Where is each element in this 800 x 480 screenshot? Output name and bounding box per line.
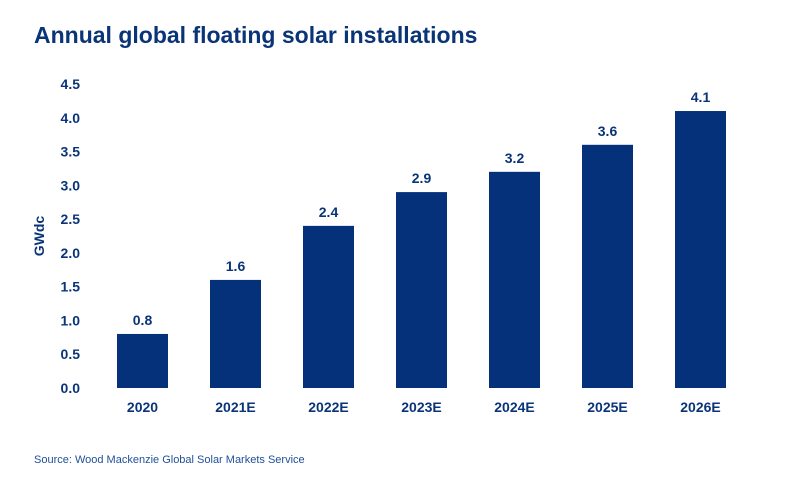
chart-title: Annual global floating solar installatio… [34, 22, 478, 48]
y-tick-label: 4.5 [61, 76, 81, 92]
x-tick-label: 2026E [680, 399, 720, 415]
x-tick-label: 2022E [308, 399, 348, 415]
source-note: Source: Wood Mackenzie Global Solar Mark… [34, 454, 305, 466]
data-label: 3.2 [505, 150, 525, 166]
y-tick-label: 3.5 [61, 144, 81, 160]
data-label: 1.6 [226, 258, 246, 274]
bar [117, 333, 168, 388]
bar [582, 144, 633, 388]
y-tick-label: 2.0 [61, 245, 81, 261]
bar [675, 111, 726, 389]
x-tick-label: 2021E [215, 399, 255, 415]
bar [303, 225, 354, 388]
data-label: 2.4 [319, 204, 339, 220]
x-tick-label: 2025E [587, 399, 627, 415]
y-tick-label: 1.5 [61, 279, 81, 295]
bar [210, 279, 261, 388]
bar [396, 192, 447, 388]
x-tick-label: 2020 [127, 399, 158, 415]
y-tick-label: 0.5 [61, 346, 81, 362]
y-tick-label: 1.0 [61, 312, 81, 328]
x-tick-label: 2023E [401, 399, 441, 415]
y-tick-label: 0.0 [61, 380, 81, 396]
bar [489, 171, 540, 388]
x-tick-label: 2024E [494, 399, 534, 415]
data-label: 3.6 [598, 123, 618, 139]
y-tick-label: 3.0 [61, 177, 81, 193]
y-tick-label: 4.0 [61, 110, 81, 126]
data-label: 0.8 [133, 312, 153, 328]
y-tick-label: 2.5 [61, 211, 81, 227]
data-label: 2.9 [412, 170, 432, 186]
y-axis-label: GWdc [31, 216, 47, 257]
data-label: 4.1 [691, 89, 711, 105]
